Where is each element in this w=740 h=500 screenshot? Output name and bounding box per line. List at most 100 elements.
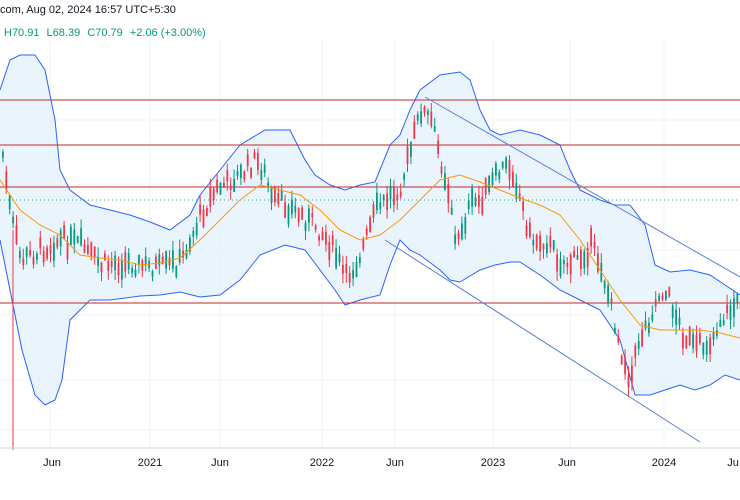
candle-body — [15, 224, 18, 244]
candle-body — [304, 222, 307, 231]
candle-body — [151, 271, 154, 277]
candle-body — [104, 253, 106, 261]
channel-lower-line[interactable] — [384, 239, 701, 443]
candle-body — [253, 152, 256, 158]
x-tick-label: Jun — [558, 457, 576, 469]
candle-body — [287, 205, 290, 225]
candle-body — [410, 142, 412, 157]
candle-body — [369, 217, 371, 233]
candle-body — [257, 152, 259, 170]
candle-body — [450, 207, 453, 215]
ohlc-legend: H70.91 L68.39 C70.79 +2.06 (+3.00%) — [4, 27, 210, 39]
candle-body — [335, 248, 337, 268]
candle-body — [165, 250, 167, 269]
support-resistance-lines[interactable] — [0, 99, 740, 304]
x-tick-label: 2022 — [310, 457, 334, 469]
candle-body — [661, 295, 664, 300]
candle-body — [226, 170, 229, 182]
candle-body — [321, 231, 324, 240]
candle-body — [267, 182, 269, 189]
candle-body — [699, 333, 701, 344]
candle-body — [362, 239, 365, 250]
candle-body — [359, 257, 361, 264]
candle-body — [709, 337, 711, 354]
candle-body — [294, 205, 297, 213]
candle-body — [379, 202, 382, 209]
candle-body — [338, 253, 341, 263]
candle-body — [22, 258, 25, 266]
candle-body — [396, 194, 399, 200]
candle-body — [729, 305, 732, 320]
channel-upper-line[interactable] — [424, 96, 740, 278]
candle-body — [569, 254, 572, 275]
candle-body — [199, 204, 201, 215]
candle-body — [542, 244, 545, 250]
candle-body — [722, 320, 725, 325]
candle-body — [620, 355, 623, 365]
candle-body — [107, 260, 110, 271]
candle-body — [420, 111, 422, 124]
candle-body — [100, 262, 103, 273]
candle-body — [447, 184, 450, 204]
candle-body — [583, 251, 586, 269]
candle-body — [518, 193, 521, 199]
candle-body — [178, 249, 181, 263]
candle-body — [297, 208, 300, 223]
candle-body — [712, 331, 715, 340]
candle-body — [195, 223, 198, 236]
x-tick-label: Jun — [211, 457, 229, 469]
candle-body — [695, 334, 698, 352]
candle-body — [372, 204, 375, 218]
candle-body — [580, 249, 582, 270]
candle-body — [678, 317, 681, 326]
x-tick-label: 2024 — [652, 457, 676, 469]
candle-body — [280, 189, 283, 201]
candle-body — [192, 230, 195, 237]
candle-body — [634, 345, 637, 358]
candle-body — [301, 207, 303, 220]
candle-body — [182, 250, 184, 258]
candle-body — [556, 254, 558, 272]
candle-body — [12, 216, 14, 224]
candle-body — [277, 192, 280, 205]
symbol-date-label: com, Aug 02, 2024 16:57 UTC+5:30 — [0, 4, 176, 16]
candle-body — [223, 182, 225, 187]
candle-body — [263, 164, 266, 173]
moving-average-line — [0, 174, 740, 339]
candle-body — [423, 106, 426, 113]
candle-body — [467, 200, 470, 210]
candle-body — [175, 266, 178, 277]
candle-body — [161, 256, 164, 265]
candle-body — [90, 242, 93, 257]
candle-body — [457, 232, 460, 239]
candle-body — [508, 159, 511, 180]
candle-body — [413, 121, 416, 139]
candle-body — [331, 235, 334, 245]
candle-body — [25, 247, 28, 257]
candle-body — [406, 146, 409, 165]
candle-body — [733, 298, 735, 318]
candle-body — [491, 172, 494, 186]
candle-body — [726, 304, 728, 313]
candle-body — [461, 223, 463, 240]
x-tick-label: Jun — [386, 457, 404, 469]
candle-body — [141, 260, 144, 271]
candle-body — [539, 235, 541, 252]
candle-body — [155, 256, 157, 269]
candle-body — [675, 309, 677, 325]
candle-body — [97, 256, 99, 267]
candle-body — [233, 178, 235, 192]
candle-body — [70, 226, 72, 245]
candle-body — [685, 335, 688, 349]
candle-body — [593, 241, 596, 249]
candle-body — [250, 167, 252, 178]
candle-body — [8, 194, 11, 210]
candle-body — [63, 225, 65, 239]
candle-body — [702, 342, 705, 355]
candle-body — [481, 197, 484, 215]
candle-body — [637, 340, 640, 349]
candle-body — [314, 225, 317, 230]
candle-body — [376, 192, 378, 211]
